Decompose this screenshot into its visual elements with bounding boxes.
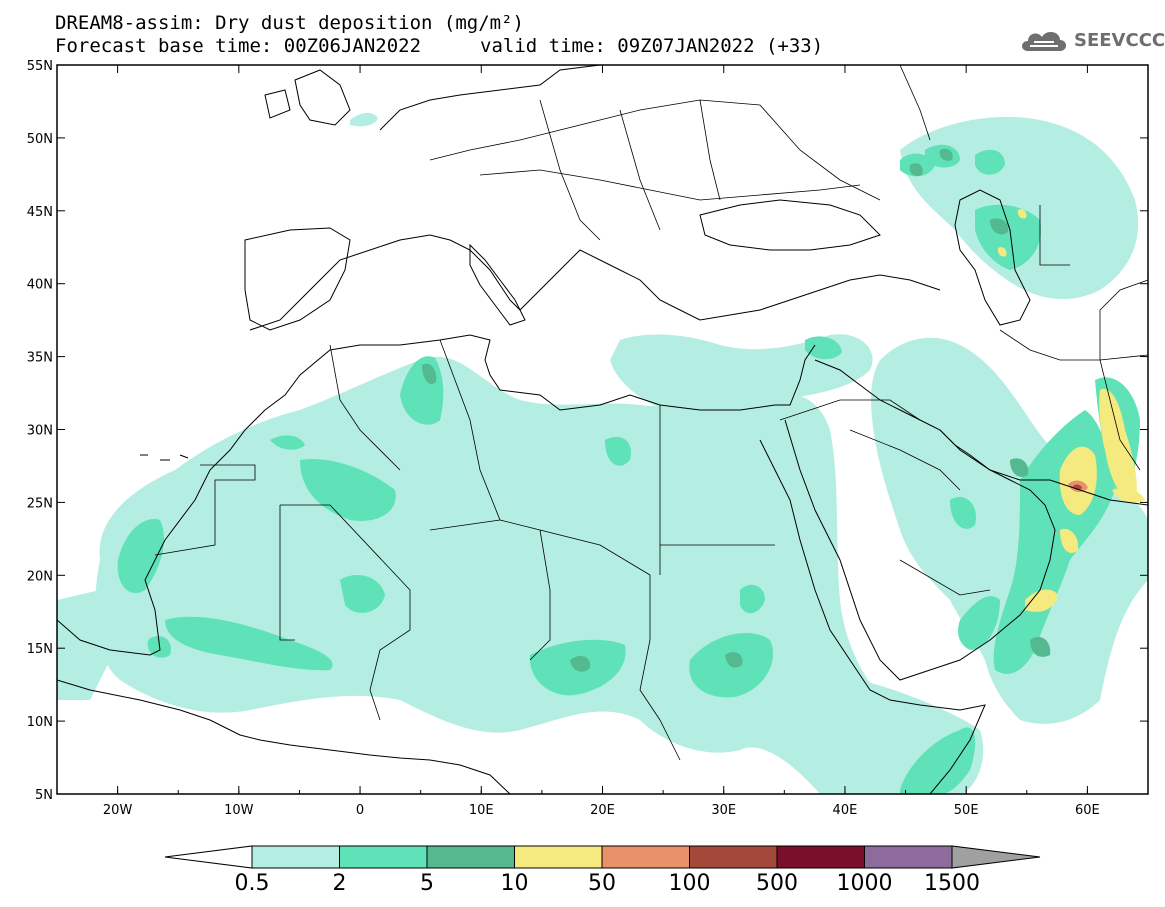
colorbar-label: 0.5 [235, 871, 270, 896]
colorbar-max-arrow [951, 845, 1041, 869]
colorbar-swatch [251, 845, 340, 869]
logo-text: SEEVCCC [1074, 29, 1165, 51]
lat-label: 25N [27, 496, 53, 511]
lon-label: 50E [954, 803, 979, 818]
cloud-logo-icon [1022, 31, 1066, 51]
colorbar-min-arrow [164, 845, 253, 869]
colorbar-label: 1000 [837, 871, 893, 896]
longitude-axis: 20W 10W 0 10E 20E 30E 40E 50E 60E [56, 65, 1149, 818]
colorbar-legend: 0.5 2 5 10 50 100 500 1000 1500 [164, 845, 1041, 896]
lat-label: 35N [27, 351, 53, 366]
map-title: DREAM8-assim: Dry dust deposition (mg/m²… [55, 12, 524, 34]
lon-label: 0 [356, 803, 364, 818]
lat-label: 40N [27, 278, 53, 293]
lat-label: 50N [27, 132, 53, 147]
lon-label: 60E [1075, 803, 1100, 818]
lat-label: 15N [27, 642, 53, 657]
colorbar-label: 2 [333, 871, 347, 896]
dust-level-5 [422, 148, 1051, 672]
lat-label: 20N [27, 569, 53, 584]
lon-label: 20E [590, 803, 615, 818]
valid-time: valid time: 09Z07JAN2022 (+33) [480, 35, 824, 57]
lon-label: 10E [469, 803, 494, 818]
colorbar-swatch [776, 845, 865, 869]
lon-label: 10W [224, 803, 254, 818]
colorbar-label: 1500 [924, 871, 980, 896]
lon-label: 30E [711, 803, 736, 818]
colorbar-swatch [339, 845, 428, 869]
lat-label: 5N [35, 788, 53, 803]
lat-label: 45N [27, 205, 53, 220]
lon-label: 40E [833, 803, 858, 818]
colorbar-swatch [601, 845, 690, 869]
seevccc-logo: SEEVCCC [1018, 25, 1165, 55]
country-borders [154, 65, 1148, 761]
colorbar-label: 500 [756, 871, 798, 896]
dust-fields [57, 112, 1148, 794]
colorbar-swatch [689, 845, 778, 869]
lat-label: 10N [27, 715, 53, 730]
colorbar-label: 100 [669, 871, 711, 896]
coastlines [57, 65, 1148, 794]
forecast-base-time: Forecast base time: 00Z06JAN2022 [55, 35, 422, 57]
lat-label: 55N [27, 59, 53, 74]
lat-label: 30N [27, 424, 53, 439]
colorbar-swatch [426, 845, 515, 869]
colorbar-swatch [514, 845, 603, 869]
colorbar-label: 10 [501, 871, 529, 896]
latitude-axis: 55N 50N 45N 40N 35N 30N 25N 20N 15N 10N 5N [27, 59, 1148, 803]
colorbar-swatch [864, 845, 953, 869]
colorbar-label: 50 [588, 871, 616, 896]
colorbar-label: 5 [420, 871, 434, 896]
dust-level-10 [997, 209, 1145, 612]
lon-label: 20W [103, 803, 133, 818]
